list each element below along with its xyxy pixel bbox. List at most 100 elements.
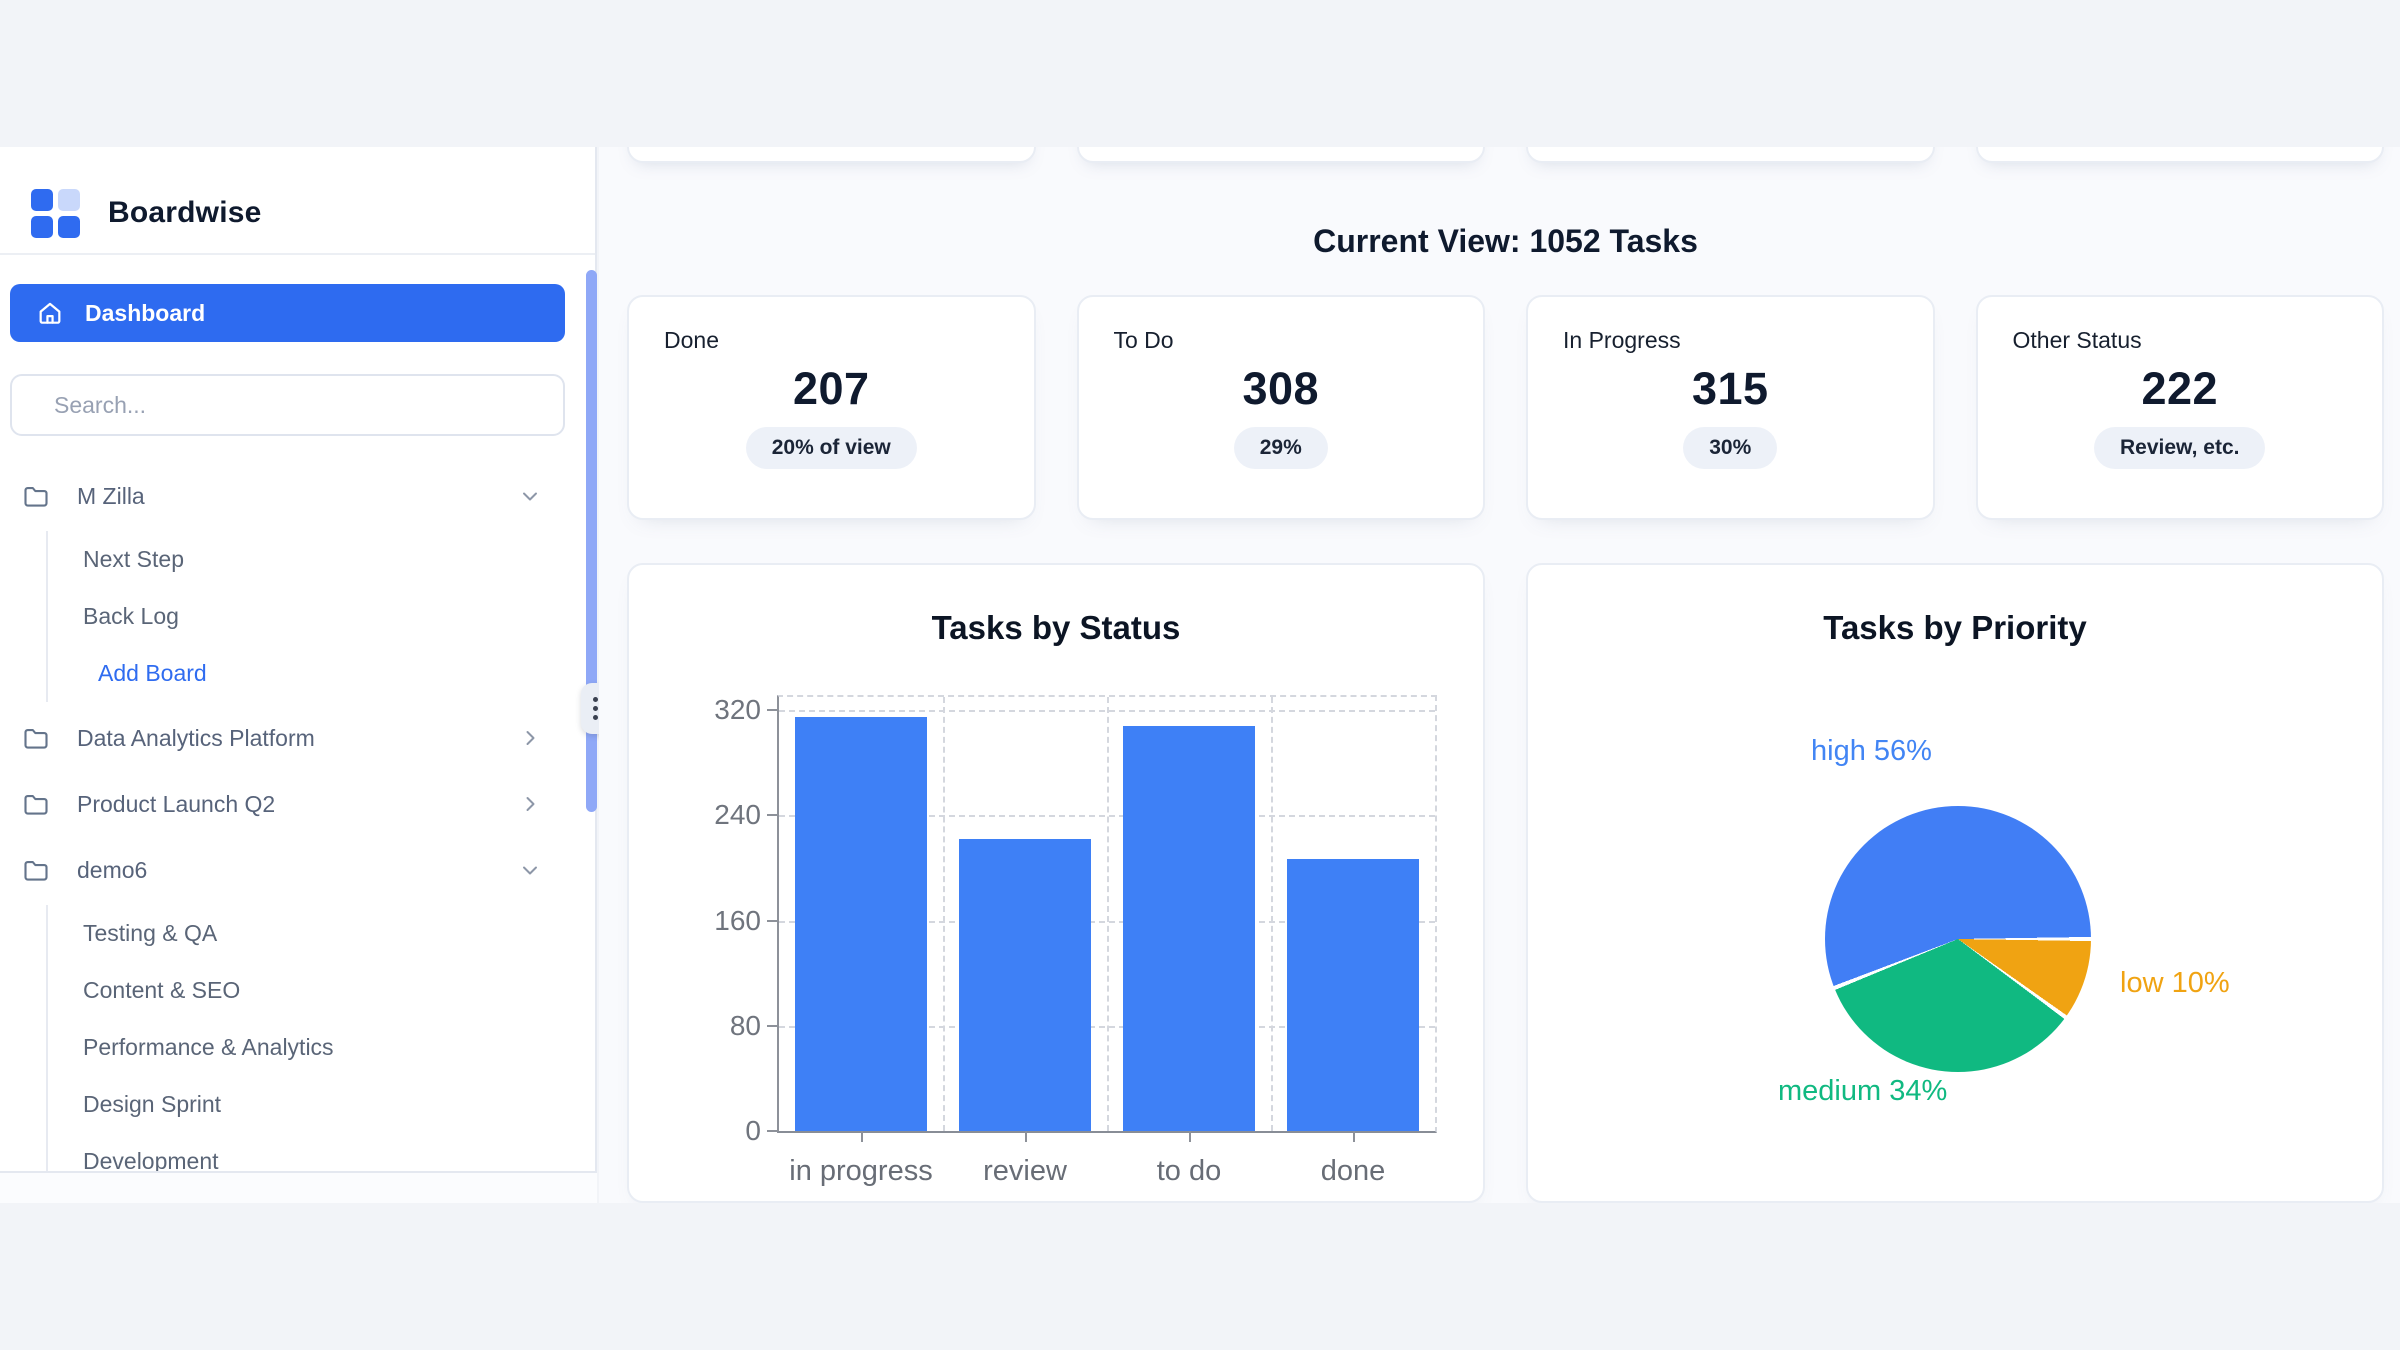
home-icon xyxy=(36,299,64,327)
subitem-label: Back Log xyxy=(83,603,179,629)
stat-value: 207 xyxy=(792,363,870,414)
tree-subitem-design-sprint[interactable]: Design Sprint xyxy=(83,1076,565,1133)
project-label: Data Analytics Platform xyxy=(77,724,315,751)
tasks-by-status-chart-card: Tasks by Status 0 80 160 240 320 in progress r… xyxy=(627,563,1485,1203)
project-label: M Zilla xyxy=(77,482,145,509)
bar-chart-plot: 0 80 160 240 320 in progress review to do done xyxy=(714,694,1437,1187)
stat-badge: 20% of view xyxy=(745,427,917,469)
y-tick-label: 240 xyxy=(714,799,761,831)
x-tick-mark xyxy=(1353,1131,1355,1142)
y-tick-mark xyxy=(767,919,777,922)
stats-row: Done 207 20% of view To Do 308 29% In Pr… xyxy=(627,295,2384,520)
project-label: demo6 xyxy=(77,856,148,883)
stat-label: Other Status xyxy=(2012,327,2142,353)
tree-item-data-analytics-platform[interactable]: Data Analytics Platform xyxy=(10,708,565,768)
chevron-down-icon[interactable] xyxy=(517,483,543,509)
pie-chart-title: Tasks by Priority xyxy=(1823,609,2087,646)
stat-value: 222 xyxy=(2141,363,2219,414)
y-tick-mark xyxy=(767,1130,777,1132)
tree-subitem-next-step[interactable]: Next Step xyxy=(83,531,565,588)
tree-subitem-back-log[interactable]: Back Log xyxy=(83,588,565,645)
tree-subitem-development[interactable]: Development xyxy=(83,1133,565,1173)
stat-label: In Progress xyxy=(1563,327,1681,353)
tree-subitem-performance-analytics[interactable]: Performance & Analytics xyxy=(83,1019,565,1076)
stat-card-done: Done 207 20% of view xyxy=(627,295,1036,520)
subitem-label: Next Step xyxy=(83,546,184,572)
charts-row: Tasks by Status 0 80 160 240 320 in progress r… xyxy=(627,563,2384,1203)
stat-card-in-progress: In Progress 315 30% xyxy=(1526,295,1935,520)
x-tick-mark xyxy=(1025,1131,1027,1142)
stat-value: 315 xyxy=(1691,363,1769,414)
y-tick-mark xyxy=(767,814,777,817)
pie xyxy=(1825,806,2091,1072)
partial-card xyxy=(1076,147,1485,163)
brand-header: Boardwise xyxy=(0,147,595,253)
subitem-label: Testing & QA xyxy=(83,920,218,946)
partial-card xyxy=(1526,147,1935,163)
y-tick-mark xyxy=(767,709,777,712)
divider xyxy=(0,253,595,255)
tree-subitem-testing-qa[interactable]: Testing & QA xyxy=(83,905,565,962)
sidebar-resize-bar[interactable] xyxy=(586,270,597,812)
y-tick-mark xyxy=(767,1024,777,1027)
project-tree: M Zilla Next Step Back Log Add Board xyxy=(10,466,565,1173)
demo6-children: Testing & QA Content & SEO Performance &… xyxy=(46,905,565,1173)
x-tick-label: to do xyxy=(1156,1155,1222,1187)
tree-subitem-content-seo[interactable]: Content & SEO xyxy=(83,962,565,1019)
add-board-label: Add Board xyxy=(98,660,207,686)
partial-card xyxy=(1975,147,2384,163)
stat-card-todo: To Do 308 29% xyxy=(1076,295,1485,520)
bar-in-progress xyxy=(795,716,927,1131)
tree-item-product-launch-q2[interactable]: Product Launch Q2 xyxy=(10,774,565,834)
sidebar: Boardwise Dashboard M Zilla xyxy=(0,147,597,1173)
partial-card xyxy=(627,147,1036,163)
tasks-by-priority-chart-card: Tasks by Priority high 56% low 10% mediu… xyxy=(1526,563,2384,1203)
x-tick-label: review xyxy=(983,1155,1067,1187)
chevron-right-icon[interactable] xyxy=(517,791,543,817)
dashboard-button[interactable]: Dashboard xyxy=(10,284,565,342)
subitem-label: Design Sprint xyxy=(83,1091,222,1117)
folder-icon xyxy=(21,481,51,511)
bar-review xyxy=(959,839,1091,1131)
scrolled-cards-row xyxy=(627,147,2384,163)
pie-label-high: high 56% xyxy=(1811,735,1932,767)
brand-name: Boardwise xyxy=(108,196,262,229)
subitem-label: Development xyxy=(83,1148,219,1173)
sidebar-footer-area xyxy=(0,1173,597,1203)
tree-item-m-zilla[interactable]: M Zilla xyxy=(10,466,565,526)
folder-icon xyxy=(21,723,51,753)
stat-card-other-status: Other Status 222 Review, etc. xyxy=(1975,295,2384,520)
x-tick-mark xyxy=(1189,1131,1191,1142)
bar-to-do xyxy=(1123,725,1255,1131)
y-tick-label: 320 xyxy=(714,694,761,726)
pie-label-medium: medium 34% xyxy=(1778,1075,1948,1107)
folder-icon xyxy=(21,789,51,819)
x-tick-mark xyxy=(861,1131,863,1142)
stat-label: Done xyxy=(664,327,719,353)
boardwise-logo-icon xyxy=(31,188,80,238)
dashboard-label: Dashboard xyxy=(85,299,206,326)
y-tick-label: 0 xyxy=(745,1115,761,1146)
bar-chart-title: Tasks by Status xyxy=(931,609,1181,646)
m-zilla-children: Next Step Back Log Add Board xyxy=(46,531,565,702)
folder-icon xyxy=(21,855,51,885)
x-tick-label: in progress xyxy=(789,1155,933,1187)
pie-label-low: low 10% xyxy=(2120,967,2230,999)
y-tick-label: 160 xyxy=(714,904,761,936)
project-label: Product Launch Q2 xyxy=(77,790,276,817)
stat-label: To Do xyxy=(1113,327,1174,353)
subitem-label: Content & SEO xyxy=(83,977,241,1003)
chevron-right-icon[interactable] xyxy=(517,725,543,751)
add-board-link[interactable]: Add Board xyxy=(83,645,565,702)
stat-badge: Review, etc. xyxy=(2094,427,2266,469)
tree-item-demo6[interactable]: demo6 xyxy=(10,840,565,900)
search-input[interactable] xyxy=(10,374,565,436)
bar-done xyxy=(1287,858,1419,1131)
page-title: Current View: 1052 Tasks xyxy=(1313,223,1698,259)
stat-badge: 29% xyxy=(1233,427,1328,469)
stat-value: 308 xyxy=(1242,363,1320,414)
chevron-down-icon[interactable] xyxy=(517,857,543,883)
main-content: Current View: 1052 Tasks Done 207 20% of… xyxy=(599,147,2400,1203)
y-tick-label: 80 xyxy=(729,1009,761,1041)
stat-badge: 30% xyxy=(1683,427,1778,469)
